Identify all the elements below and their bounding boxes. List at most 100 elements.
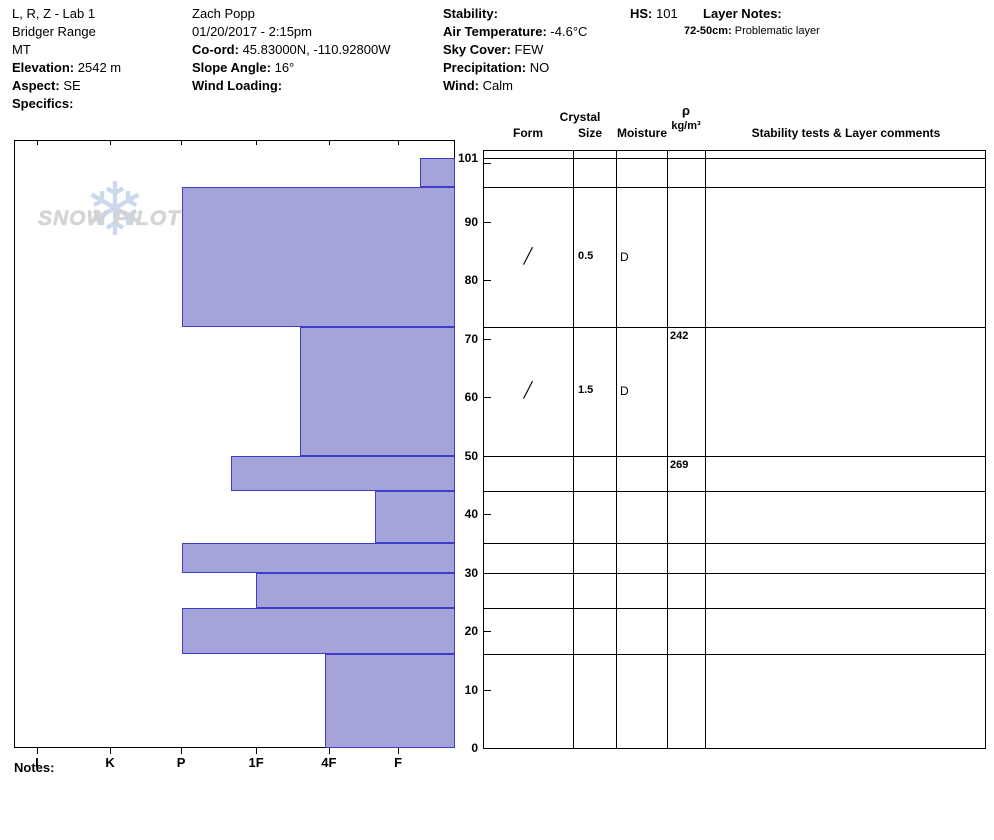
depth-tick-mark xyxy=(484,397,491,399)
table-grid-hline xyxy=(483,572,985,574)
air-temp-row: Air Temperature: -4.6°C xyxy=(443,23,587,41)
hardness-tick-mark-bottom xyxy=(36,748,38,754)
wind-value: Calm xyxy=(482,78,513,93)
slope-angle-label: Slope Angle: xyxy=(192,60,271,75)
specifics-row: Specifics: xyxy=(12,95,121,113)
hs-row: HS: 101 xyxy=(630,5,678,23)
pit-name: L, R, Z - Lab 1 xyxy=(12,6,96,21)
sky-cover-value: FEW xyxy=(514,42,544,57)
conditions-block: Stability: Air Temperature: -4.6°C Sky C… xyxy=(443,5,587,95)
table-header-comments: Stability tests & Layer comments xyxy=(751,126,941,140)
depth-tick-label: 30 xyxy=(464,565,478,580)
crystal-size-value: 0.5 xyxy=(578,249,594,262)
hardness-tick-mark-bottom xyxy=(110,748,112,754)
table-grid-hline xyxy=(483,654,985,656)
depth-tick-label: 80 xyxy=(464,273,478,288)
hardness-tick-mark-top xyxy=(36,140,38,145)
air-temp-value: -4.6°C xyxy=(550,24,588,39)
moisture-value: D xyxy=(620,384,629,399)
hardness-tick-mark-bottom xyxy=(181,748,183,754)
table-header-density-symbol: ρ xyxy=(681,103,691,118)
depth-tick-label: 101 xyxy=(457,150,478,165)
coord-row: Co-ord: 45.83000N, -110.92800W xyxy=(192,41,390,59)
layer-note: 72-50cm: Problematic layer xyxy=(684,23,820,39)
wind-label: Wind: xyxy=(443,78,479,93)
elevation-value: 2542 m xyxy=(77,60,122,75)
hardness-bar-layer-8[interactable] xyxy=(182,607,455,655)
hs-block: HS: 101 xyxy=(630,5,678,23)
depth-tick-label: 70 xyxy=(464,331,478,346)
crystal-size-value: 1.5 xyxy=(578,384,594,397)
depth-tick-mark xyxy=(484,514,491,516)
snowpilot-logo: ❄ SNOW PILOT xyxy=(36,173,208,257)
hardness-axis-label: P xyxy=(176,755,186,770)
hardness-bar-layer-1[interactable] xyxy=(419,157,455,187)
layer-notes-label: Layer Notes: xyxy=(703,6,782,21)
hardness-axis-label: F xyxy=(394,755,403,770)
observer-name: Zach Popp xyxy=(192,6,255,21)
depth-tick-mark xyxy=(484,689,491,691)
pit-info-block: L, R, Z - Lab 1 Bridger Range MT Elevati… xyxy=(12,5,121,113)
observation-datetime: 01/20/2017 - 2:15pm xyxy=(192,24,312,39)
hardness-tick-mark-bottom xyxy=(328,748,330,754)
aspect-row: Aspect: SE xyxy=(12,77,121,95)
depth-tick-label: 60 xyxy=(464,390,478,405)
layer-note-text: Problematic layer xyxy=(734,25,820,37)
elevation-row: Elevation: 2542 m xyxy=(12,59,121,77)
table-grid-vline xyxy=(667,150,668,749)
table-grid-hline xyxy=(483,490,985,492)
depth-tick-label: 40 xyxy=(464,507,478,522)
table-grid-hline xyxy=(483,150,985,151)
hardness-tick-mark-bottom xyxy=(398,748,400,754)
depth-tick-label: 20 xyxy=(464,624,478,639)
depth-tick-label: 10 xyxy=(464,682,478,697)
density-value: 269 xyxy=(670,458,689,471)
hardness-axis-label: 1F xyxy=(248,755,264,770)
depth-tick-mark xyxy=(484,631,491,633)
table-header-form: Form xyxy=(513,126,543,140)
snowpilot-logo-text: SNOW PILOT xyxy=(38,207,181,230)
layer-notes-block: Layer Notes: 72-50cm: Problematic layer xyxy=(684,5,820,39)
hardness-tick-mark-bottom xyxy=(256,748,258,754)
table-grid-vline xyxy=(573,150,574,749)
hardness-bar-layer-7[interactable] xyxy=(256,572,455,608)
wind-row: Wind: Calm xyxy=(443,77,587,95)
table-grid-hline xyxy=(483,543,985,545)
depth-tick-label: 90 xyxy=(464,214,478,229)
layer-note-range: 72-50cm: xyxy=(684,25,732,37)
hs-label: HS: xyxy=(630,6,653,21)
hardness-bar-layer-3[interactable] xyxy=(300,327,455,456)
depth-tick-mark xyxy=(484,338,491,340)
hardness-axis-label: K xyxy=(105,755,115,770)
hardness-bar-layer-9[interactable] xyxy=(324,654,455,748)
table-header-density-units: kg/m³ xyxy=(671,120,701,132)
aspect-label: Aspect: xyxy=(12,78,60,93)
precipitation-row: Precipitation: NO xyxy=(443,59,587,77)
table-grid-hline xyxy=(483,186,985,188)
hardness-tick-mark-top xyxy=(328,140,330,145)
table-grid-vline xyxy=(483,150,484,749)
elevation-label: Elevation: xyxy=(12,60,75,75)
hardness-bar-layer-2[interactable] xyxy=(182,186,455,328)
table-grid-hline xyxy=(483,327,985,329)
sky-cover-row: Sky Cover: FEW xyxy=(443,41,587,59)
slope-angle-value: 16° xyxy=(274,60,295,75)
crystal-form-symbol: ╱ xyxy=(523,381,533,400)
hardness-axis-label: I xyxy=(35,755,39,770)
hardness-axis-label: 4F xyxy=(321,755,337,770)
hardness-bar-layer-4[interactable] xyxy=(230,455,455,491)
stability-label: Stability: xyxy=(443,6,498,21)
hardness-tick-mark-top xyxy=(181,140,183,145)
sky-cover-label: Sky Cover: xyxy=(443,42,511,57)
hardness-bar-layer-5[interactable] xyxy=(375,490,455,544)
hs-value: 101 xyxy=(656,6,678,21)
hardness-bar-layer-6[interactable] xyxy=(182,543,455,573)
table-grid-hline xyxy=(483,455,985,457)
layer-notes-header: Layer Notes: xyxy=(684,5,820,23)
wind-loading-label: Wind Loading: xyxy=(192,78,283,93)
table-header-crystal: Crystal xyxy=(559,110,601,124)
precipitation-value: NO xyxy=(529,60,550,75)
wind-loading-row: Wind Loading: xyxy=(192,77,390,95)
state: MT xyxy=(12,42,31,57)
